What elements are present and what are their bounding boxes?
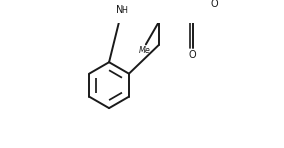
Text: Me: Me	[139, 46, 151, 55]
Text: O: O	[211, 0, 218, 9]
Text: O: O	[189, 50, 197, 60]
Text: H: H	[122, 6, 128, 15]
Text: N: N	[116, 5, 123, 15]
